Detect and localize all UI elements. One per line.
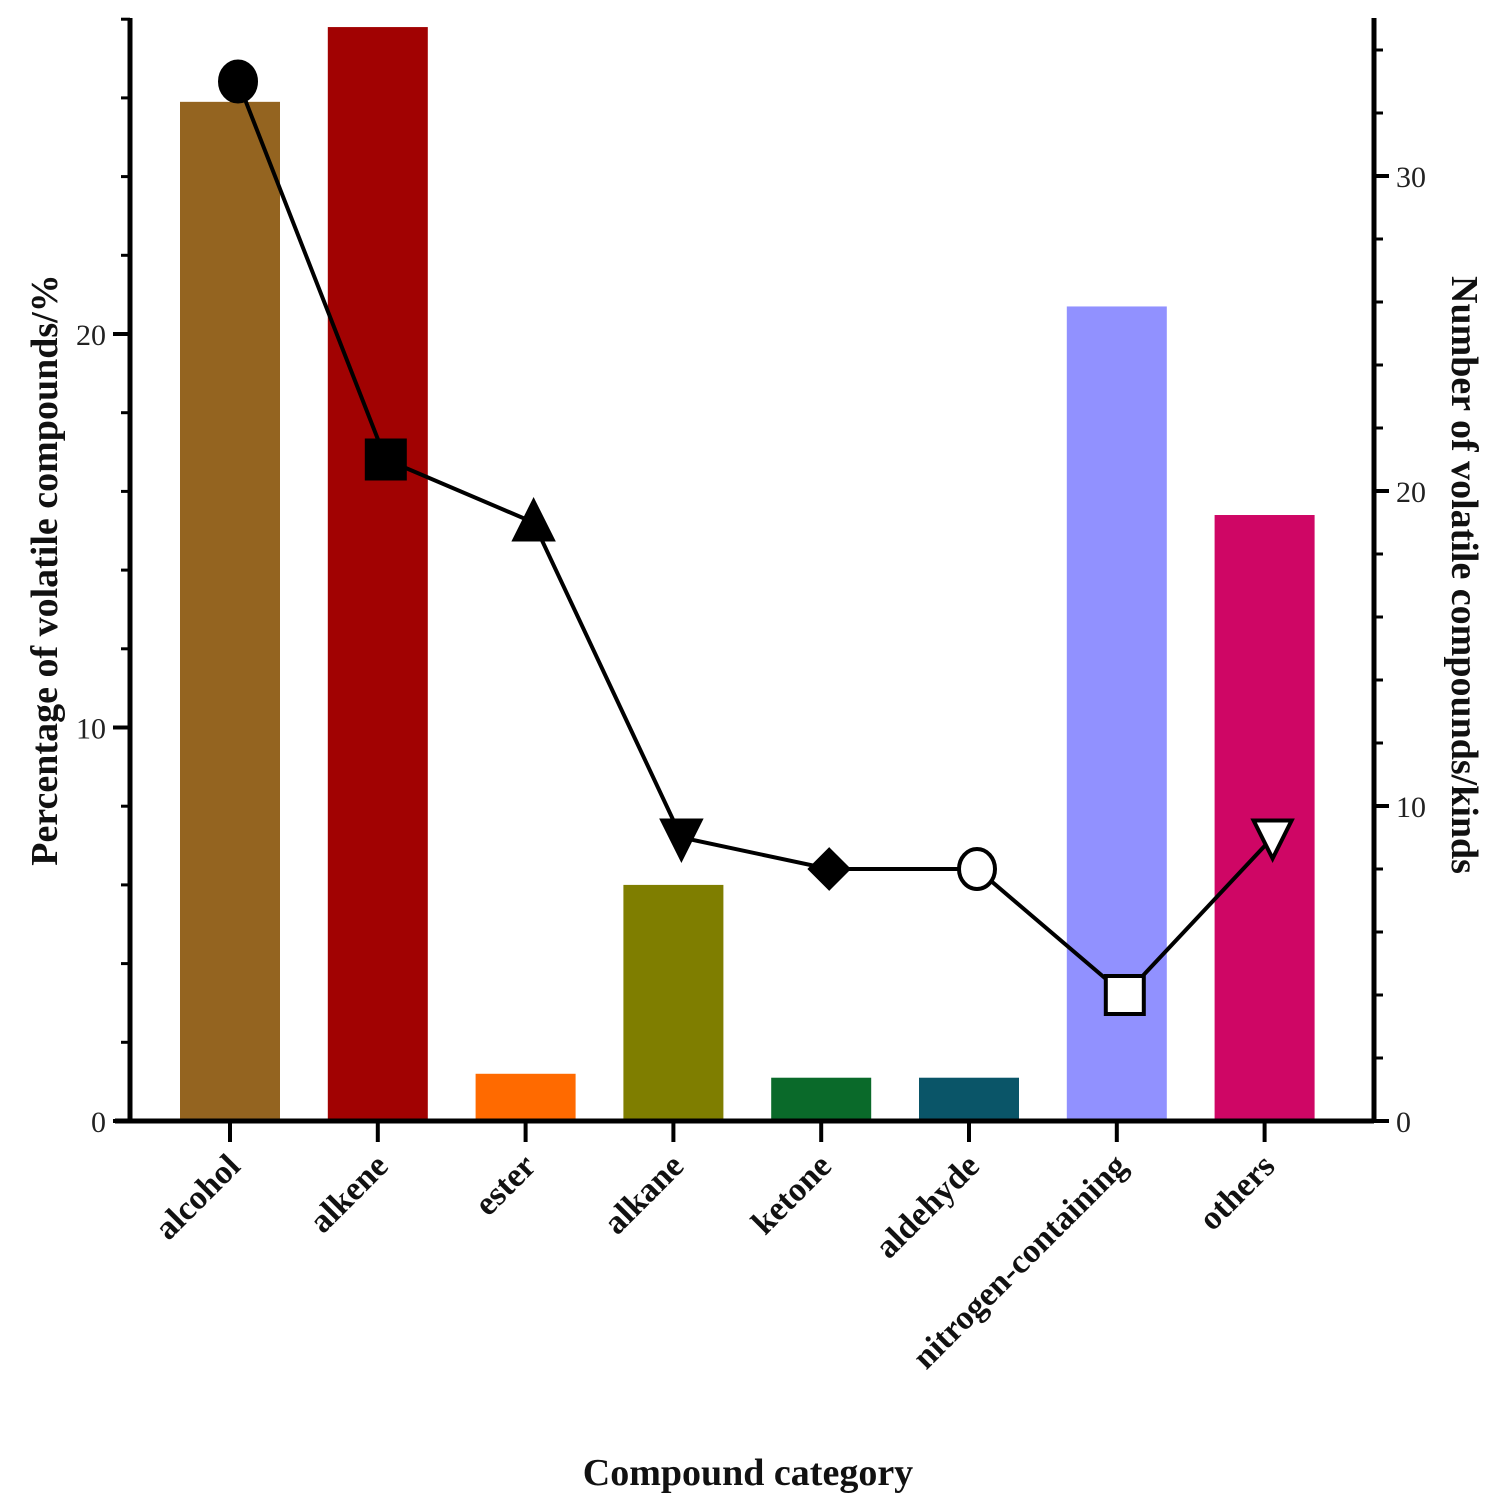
- bar-alkene: [327, 27, 428, 1122]
- right-y-axis-title: Number of volatile compounds/kinds: [1443, 276, 1485, 874]
- category-label-alkane: alkane: [597, 1147, 691, 1241]
- bars-layer: [180, 27, 1315, 1122]
- bar-aldehyde: [919, 1077, 1019, 1121]
- left-y-axis-title: Percentage of volatile compounds/%: [24, 274, 66, 865]
- marker-ketone: [807, 847, 852, 891]
- right-tick-label: 20: [1396, 476, 1426, 509]
- right-tick-label: 30: [1396, 161, 1426, 194]
- category-label-alcohol: alcohol: [148, 1147, 248, 1247]
- category-label-aldehyde: aldehyde: [868, 1147, 986, 1265]
- markers-layer: [218, 59, 1295, 1016]
- line-layer: [236, 80, 1275, 998]
- marker-ester: [511, 497, 556, 542]
- left-tick-label: 0: [91, 1106, 106, 1139]
- marker-alcohol: [218, 59, 258, 104]
- bar-alcohol: [180, 101, 280, 1121]
- bar-ester: [475, 1073, 576, 1121]
- marker-nitrogen-containing: [1103, 974, 1146, 1016]
- marker-alkene: [364, 438, 407, 481]
- ticks-layer: 0 10 20 0 10 20 30: [76, 17, 1426, 1142]
- bar-alkane: [623, 884, 724, 1121]
- category-label-ketone: ketone: [745, 1147, 839, 1241]
- bar-ketone: [771, 1077, 872, 1121]
- count-series-line: [236, 80, 1275, 998]
- left-tick-label: 10: [76, 713, 106, 746]
- category-label-others: others: [1192, 1147, 1282, 1237]
- category-label-alkene: alkene: [303, 1147, 396, 1240]
- left-tick-label: 20: [76, 319, 106, 352]
- marker-others: [1250, 818, 1295, 863]
- right-tick-label: 0: [1396, 1106, 1411, 1139]
- right-tick-label: 10: [1396, 791, 1426, 824]
- marker-alkane: [659, 818, 704, 863]
- marker-aldehyde: [957, 847, 997, 891]
- category-label-ester: ester: [468, 1147, 544, 1223]
- x-axis-title: Compound category: [583, 1452, 913, 1494]
- bar-others: [1214, 515, 1315, 1121]
- axes-layer: [115, 18, 1377, 1124]
